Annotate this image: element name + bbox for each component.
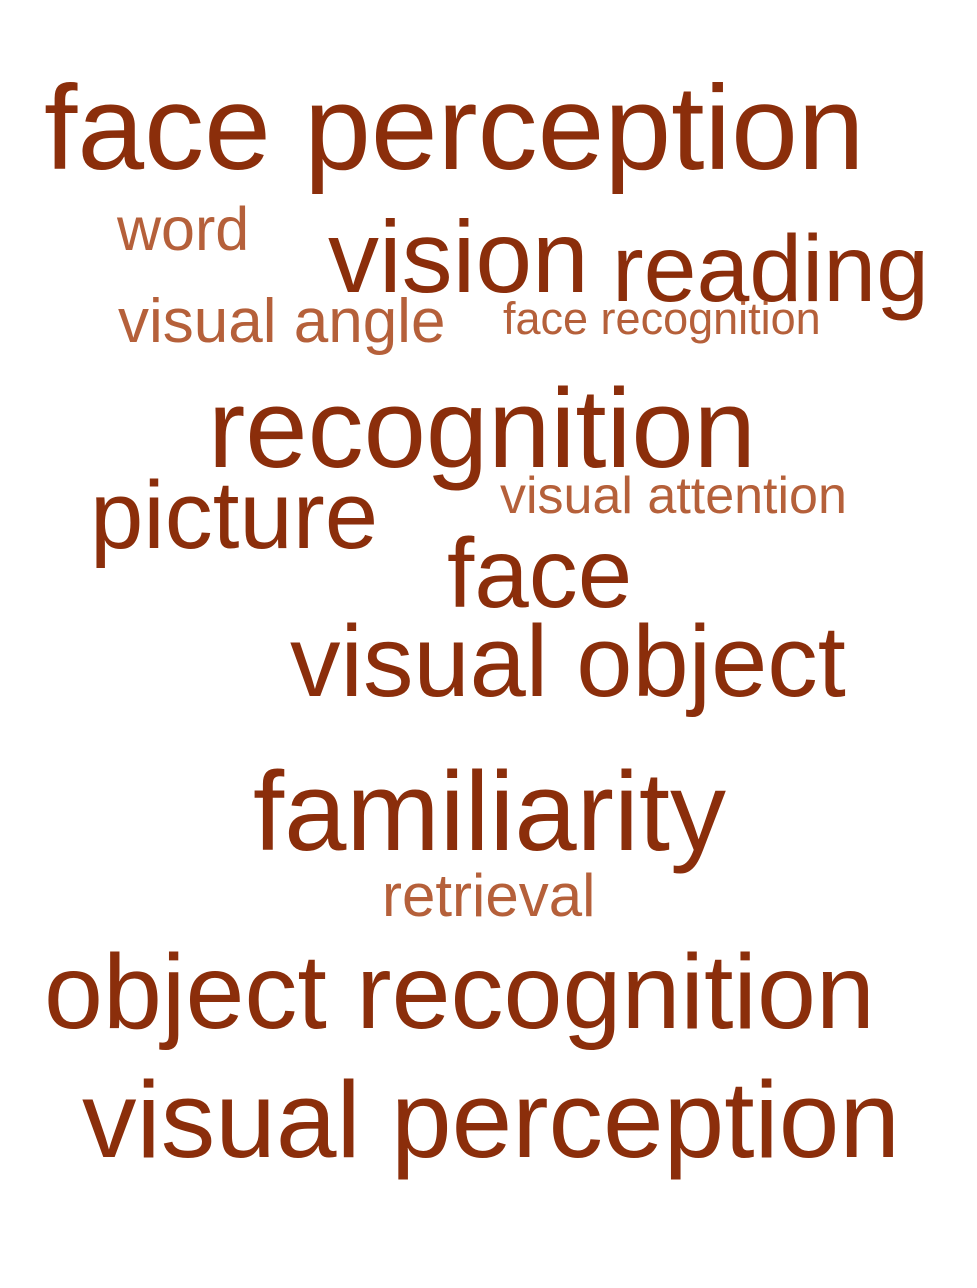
word-reading: reading	[612, 216, 929, 322]
word-retrieval: retrieval	[382, 862, 596, 929]
word-familiarity: familiarity	[253, 749, 726, 874]
word-face-perception: face perception	[44, 61, 865, 195]
word-visual-attention: visual attention	[500, 467, 847, 525]
word-word: word	[117, 195, 250, 263]
word-face-recognition: face recognition	[503, 293, 821, 344]
word-recognition: recognition	[208, 366, 756, 491]
word-object-recognition: object recognition	[44, 933, 875, 1051]
word-visual-perception: visual perception	[82, 1059, 900, 1181]
word-vision: vision	[328, 200, 589, 314]
word-picture: picture	[90, 462, 379, 569]
word-visual-angle: visual angle	[118, 287, 446, 356]
word-visual-object: visual object	[290, 606, 846, 718]
word-face: face	[447, 518, 633, 628]
